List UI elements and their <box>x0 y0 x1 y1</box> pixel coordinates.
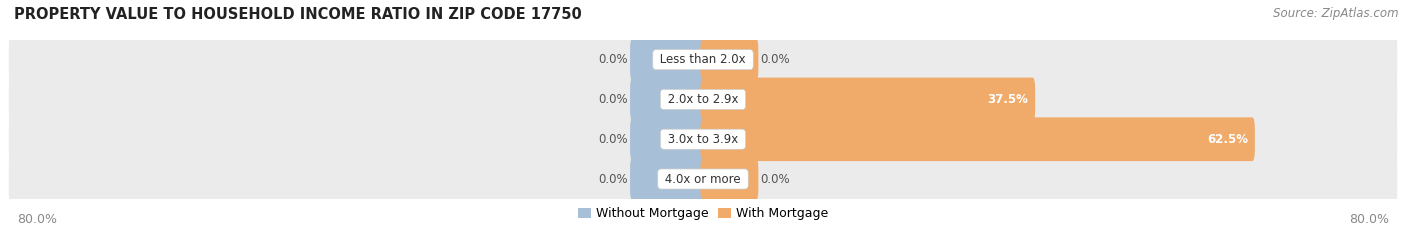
FancyBboxPatch shape <box>8 67 1398 132</box>
Legend: Without Mortgage, With Mortgage: Without Mortgage, With Mortgage <box>574 202 832 225</box>
Text: 0.0%: 0.0% <box>599 53 628 66</box>
FancyBboxPatch shape <box>630 117 706 161</box>
Text: 0.0%: 0.0% <box>599 133 628 146</box>
Text: 80.0%: 80.0% <box>1350 213 1389 227</box>
Text: 3.0x to 3.9x: 3.0x to 3.9x <box>664 133 742 146</box>
FancyBboxPatch shape <box>700 38 758 81</box>
Text: 0.0%: 0.0% <box>599 172 628 186</box>
FancyBboxPatch shape <box>8 107 1398 172</box>
Text: Less than 2.0x: Less than 2.0x <box>657 53 749 66</box>
Text: 62.5%: 62.5% <box>1206 133 1249 146</box>
FancyBboxPatch shape <box>630 157 706 201</box>
Text: 0.0%: 0.0% <box>599 93 628 106</box>
FancyBboxPatch shape <box>630 77 706 121</box>
Text: 0.0%: 0.0% <box>761 53 790 66</box>
Text: 37.5%: 37.5% <box>987 93 1028 106</box>
Text: 2.0x to 2.9x: 2.0x to 2.9x <box>664 93 742 106</box>
FancyBboxPatch shape <box>8 27 1398 92</box>
Text: 80.0%: 80.0% <box>17 213 56 227</box>
Text: PROPERTY VALUE TO HOUSEHOLD INCOME RATIO IN ZIP CODE 17750: PROPERTY VALUE TO HOUSEHOLD INCOME RATIO… <box>14 7 582 22</box>
FancyBboxPatch shape <box>700 117 1256 161</box>
FancyBboxPatch shape <box>700 157 758 201</box>
Text: 0.0%: 0.0% <box>761 172 790 186</box>
FancyBboxPatch shape <box>700 77 1035 121</box>
Text: Source: ZipAtlas.com: Source: ZipAtlas.com <box>1274 7 1399 20</box>
Text: 4.0x or more: 4.0x or more <box>661 172 745 186</box>
FancyBboxPatch shape <box>630 38 706 81</box>
FancyBboxPatch shape <box>8 147 1398 211</box>
